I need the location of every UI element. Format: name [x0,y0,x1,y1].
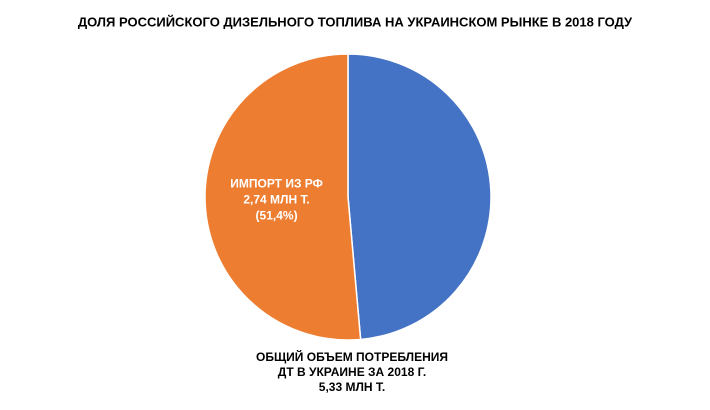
annotation: ОБЩИЙ ОБЪЕМ ПОТРЕБЛЕНИЯ [256,349,448,364]
chart-title: ДОЛЯ РОССИЙСКОГО ДИЗЕЛЬНОГО ТОПЛИВА НА У… [78,14,633,29]
pie-slice [204,53,362,341]
value-label: 2,74 МЛН Т. [243,192,309,206]
annotation: ДТ В УКРАИНЕ ЗА 2018 Г. [278,365,426,379]
percent-label: (51,4%) [256,208,298,222]
annotation: 5,33 МЛН Т. [319,380,385,394]
slice-label: ИМПОРТ ИЗ РФ [230,176,323,190]
pie-slice [347,53,492,341]
